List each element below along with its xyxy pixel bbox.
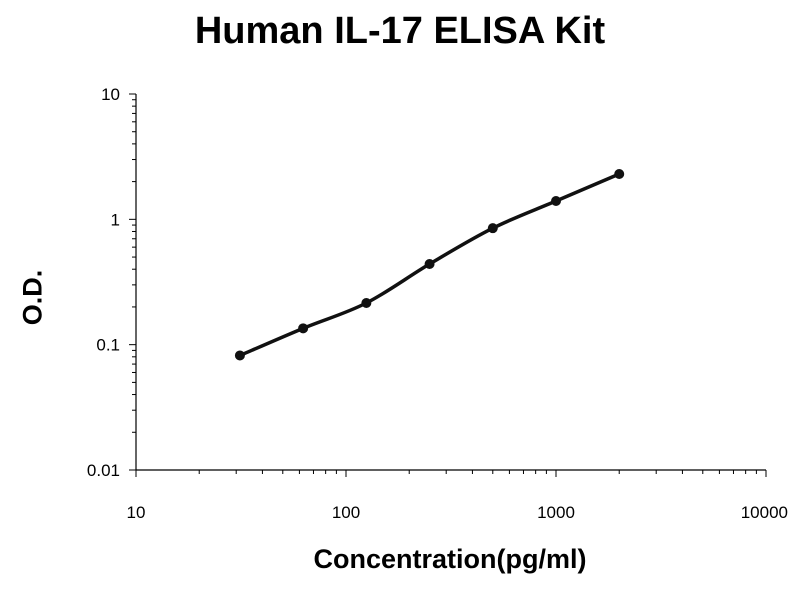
x-tick-label: 10 — [127, 503, 146, 522]
axes — [135, 94, 766, 471]
data-point — [424, 259, 435, 270]
y-tick-label: 10 — [101, 85, 120, 104]
data-point — [234, 350, 245, 361]
x-tick-label: 10000 — [741, 503, 788, 522]
data-point — [551, 196, 561, 207]
data-points — [234, 168, 625, 361]
data-point — [298, 323, 309, 334]
y-tick-label: 0.01 — [87, 461, 120, 480]
x-tick-label: 100 — [332, 503, 360, 522]
x-axis-label: Concentration(pg/ml) — [313, 544, 587, 574]
x-tick-label: 1000 — [537, 503, 575, 522]
y-axis-label: O.D. — [17, 269, 48, 326]
chart-title: Human IL-17 ELISA Kit — [194, 10, 606, 52]
data-point — [361, 298, 372, 309]
tick-labels: 0.01 0.1 1 10 10 100 1000 10000 — [87, 85, 788, 522]
data-point — [487, 223, 498, 234]
tick-marks — [129, 93, 767, 477]
y-tick-label: 1 — [111, 210, 120, 229]
y-tick-label: 0.1 — [96, 336, 120, 355]
data-point — [614, 168, 625, 179]
